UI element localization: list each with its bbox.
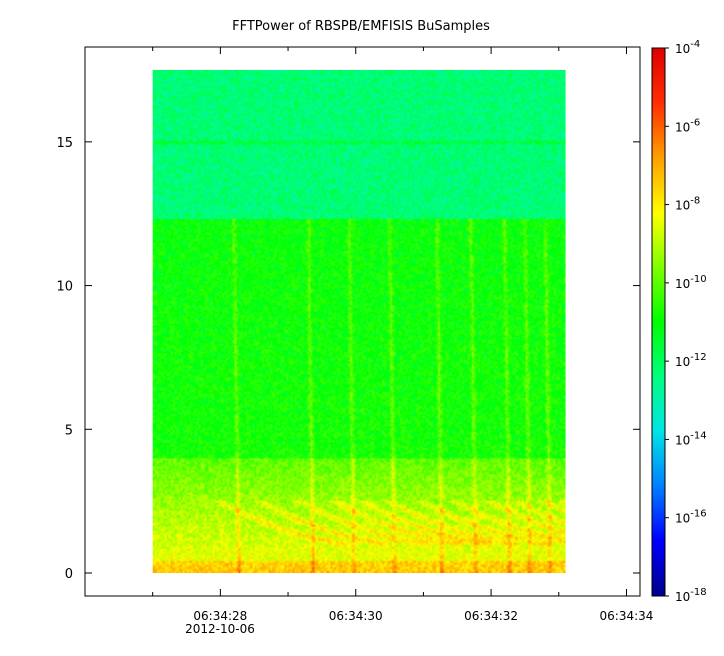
spectrogram-image bbox=[152, 69, 566, 574]
colorbar-gradient bbox=[652, 48, 665, 596]
chart-title: FFTPower of RBSPB/EMFISIS BuSamples bbox=[232, 19, 490, 34]
colorbar-frame bbox=[651, 47, 666, 597]
colorbar-tick-label: 10-12 bbox=[675, 352, 707, 369]
colorbar-tick-label: 10-10 bbox=[675, 274, 707, 291]
x-axis: 06:34:28 06:34:30 06:34:32 06:34:34 bbox=[152, 47, 654, 623]
colorbar-axis: 10-4 10-6 10-8 10-10 10-12 10-14 10-16 10-18 bbox=[665, 39, 707, 604]
y-tick-label: 10 bbox=[56, 280, 73, 295]
colorbar-tick-label: 10-14 bbox=[675, 430, 707, 447]
y-tick-label: 5 bbox=[65, 423, 73, 438]
x-axis-date-label: 2012-10-06 bbox=[185, 622, 255, 636]
x-tick-label: 06:34:34 bbox=[600, 609, 654, 623]
y-tick-label: 15 bbox=[56, 136, 73, 151]
colorbar-tick-label: 10-16 bbox=[675, 509, 707, 526]
colorbar-tick-label: 10-8 bbox=[675, 196, 700, 213]
x-tick-label: 06:34:32 bbox=[464, 609, 518, 623]
colorbar-tick-label: 10-4 bbox=[675, 39, 700, 56]
y-axis: 0 5 10 15 bbox=[56, 136, 640, 582]
x-tick-label: 06:34:28 bbox=[193, 609, 247, 623]
colorbar-tick-label: 10-6 bbox=[675, 117, 700, 134]
x-tick-label: 06:34:30 bbox=[329, 609, 383, 623]
y-tick-label: 0 bbox=[65, 567, 73, 582]
colorbar-tick-label: 10-18 bbox=[675, 587, 707, 604]
